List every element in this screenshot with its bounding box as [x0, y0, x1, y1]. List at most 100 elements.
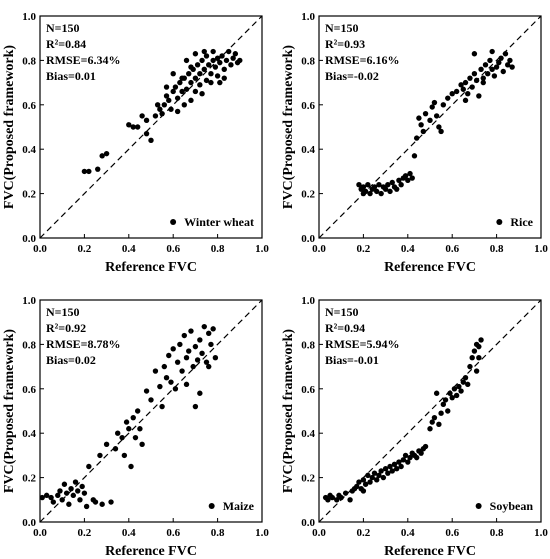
data-point	[482, 62, 489, 68]
data-point	[465, 91, 471, 97]
data-point	[75, 488, 81, 494]
data-point	[63, 490, 70, 496]
data-point	[57, 488, 63, 494]
data-point	[79, 483, 85, 490]
data-point	[451, 386, 458, 392]
stat-line: Bias=-0.01	[325, 353, 379, 367]
data-point	[219, 53, 225, 59]
data-point	[188, 97, 194, 104]
data-point	[119, 434, 125, 441]
data-point	[325, 497, 331, 503]
x-tick-label: 0.6	[166, 243, 180, 255]
data-point	[416, 115, 422, 121]
data-point	[208, 341, 214, 348]
x-tick-label: 0.4	[401, 527, 415, 539]
chart-panel-1: 0.0 0.2 0.4 0.6 0.8 1.0 0.0 0.2 0.4 0.6 0.8 1.0 Refe…	[2, 11, 269, 275]
data-point	[177, 341, 183, 348]
y-tick-label: 0.6	[301, 384, 315, 396]
data-point	[342, 490, 349, 496]
data-point	[387, 463, 393, 470]
data-point	[126, 122, 132, 128]
legend-marker	[496, 219, 503, 225]
x-tick-label: 1.0	[255, 243, 269, 255]
y-tick-label: 0.4	[301, 428, 315, 440]
stat-line: Bias=-0.02	[325, 69, 379, 83]
data-point	[172, 386, 179, 392]
data-point	[183, 381, 190, 388]
x-tick-label: 0.0	[33, 243, 47, 255]
data-point	[174, 108, 181, 115]
x-tick-label: 0.6	[166, 527, 180, 539]
data-point	[385, 470, 391, 476]
data-point	[59, 497, 65, 503]
data-point	[197, 71, 203, 77]
data-point	[405, 459, 411, 465]
x-tick-label: 0.4	[122, 527, 136, 539]
stat-line: N=150	[46, 21, 80, 35]
data-point	[469, 84, 475, 90]
data-point	[121, 452, 128, 459]
data-point	[362, 188, 369, 195]
data-point	[489, 66, 495, 72]
plot-frame	[39, 299, 263, 523]
data-point	[449, 91, 455, 97]
data-point	[130, 124, 136, 130]
data-point	[509, 64, 515, 70]
data-point	[394, 186, 400, 192]
data-point	[471, 51, 478, 57]
legend-label: Maize	[223, 499, 255, 513]
data-point	[365, 472, 371, 479]
x-tick-label: 0.2	[357, 243, 371, 255]
data-point	[467, 363, 473, 370]
data-point	[420, 128, 427, 135]
data-point	[376, 182, 382, 188]
data-point	[374, 477, 380, 483]
x-tick-label: 0.0	[33, 527, 47, 539]
x-tick-label: 1.0	[534, 527, 548, 539]
x-tick-label: 0.6	[445, 527, 459, 539]
y-tick-label: 0.0	[301, 517, 315, 529]
y-tick-label: 0.8	[22, 339, 36, 351]
data-point	[183, 355, 190, 361]
data-point	[398, 463, 404, 470]
data-point	[95, 166, 101, 172]
y-tick-label: 1.0	[22, 11, 36, 23]
data-point	[485, 71, 491, 77]
data-point	[374, 188, 380, 195]
data-point	[201, 48, 207, 55]
data-point	[212, 355, 219, 361]
data-point	[112, 446, 119, 452]
data-point	[92, 499, 99, 505]
x-tick-label: 0.8	[490, 527, 504, 539]
data-point	[194, 357, 201, 363]
y-tick-label: 0.8	[22, 55, 36, 67]
data-point	[206, 62, 212, 68]
data-point	[422, 110, 429, 117]
data-point	[192, 51, 199, 57]
data-point	[329, 494, 336, 501]
data-point	[438, 410, 444, 416]
y-tick-label: 1.0	[301, 295, 315, 307]
y-tick-label: 0.6	[22, 384, 36, 396]
data-point	[445, 408, 451, 414]
data-point	[407, 170, 413, 177]
data-point	[396, 459, 402, 465]
stat-line: N=150	[46, 305, 80, 319]
data-point	[190, 363, 196, 370]
data-point	[382, 466, 389, 472]
data-point	[389, 179, 395, 186]
x-axis-label: Reference FVC	[105, 544, 197, 559]
data-point	[338, 494, 344, 501]
data-point	[103, 150, 110, 157]
data-point	[230, 55, 236, 61]
data-point	[496, 59, 502, 66]
legend-marker	[170, 219, 177, 225]
x-tick-label: 0.0	[312, 527, 326, 539]
data-point	[400, 457, 407, 463]
data-point	[402, 173, 409, 179]
reference-line	[39, 15, 263, 239]
y-tick-label: 0.2	[22, 189, 36, 201]
data-point	[203, 359, 210, 365]
data-point	[152, 113, 159, 119]
